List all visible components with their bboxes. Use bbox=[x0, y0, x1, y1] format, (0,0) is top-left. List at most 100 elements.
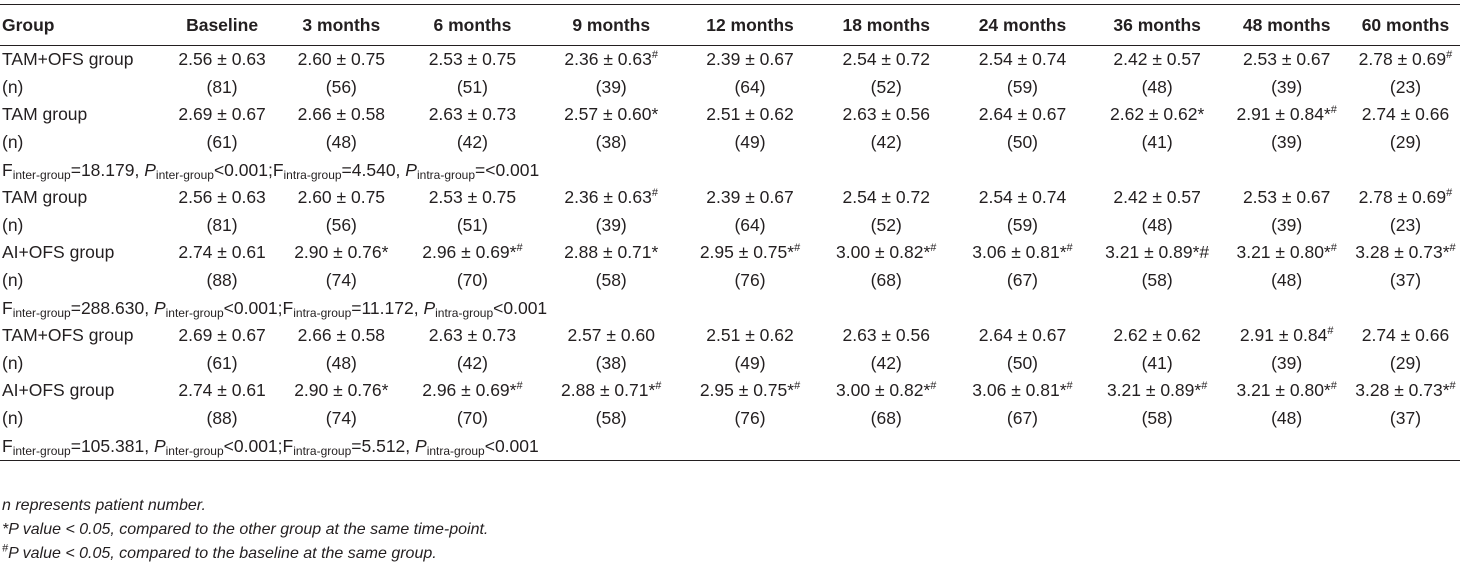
mean-value: 2.74 ± 0.61 bbox=[178, 242, 266, 263]
mean-value: 2.42 ± 0.57 bbox=[1113, 49, 1201, 70]
n-cell: (39) bbox=[1271, 76, 1303, 97]
header-row: Group Baseline 3 months 6 months 9 month… bbox=[0, 4, 1460, 46]
mean-value: 2.91 ± 0.84* bbox=[1236, 104, 1331, 125]
f-inter-value: =288.630, bbox=[70, 297, 154, 318]
mean-cell: 2.51 ± 0.62 bbox=[681, 322, 820, 350]
significance-mark: # bbox=[516, 380, 523, 393]
n-cell: (58) bbox=[595, 408, 627, 429]
n-cell: (64) bbox=[734, 214, 766, 235]
n-label: (n) bbox=[2, 270, 24, 291]
n-cell: (39) bbox=[595, 214, 627, 235]
footnote-n: n represents patient number. bbox=[2, 497, 206, 514]
mean-cell: 2.64 ± 0.67 bbox=[953, 101, 1092, 129]
stats-row: Finter-group=288.630, Pinter-group<0.001… bbox=[0, 294, 1460, 322]
n-cell: (61) bbox=[206, 352, 238, 373]
n-cell: (70) bbox=[456, 270, 488, 291]
n-cell: (48) bbox=[1141, 214, 1173, 235]
significance-mark: # bbox=[1446, 187, 1453, 200]
mean-value: 2.63 ± 0.73 bbox=[428, 325, 517, 346]
f-inter-symbol: F bbox=[2, 435, 13, 456]
mean-cell: 2.95 ± 0.75*# bbox=[681, 377, 820, 405]
mean-value: 2.95 ± 0.75* bbox=[699, 380, 795, 401]
footnote-hash: #P value < 0.05, compared to the baselin… bbox=[2, 542, 488, 566]
mean-cell: 2.54 ± 0.72 bbox=[819, 184, 953, 212]
mean-value: 2.60 ± 0.75 bbox=[297, 187, 386, 208]
mean-cell: 2.74 ± 0.66 bbox=[1351, 101, 1460, 129]
n-cell: (48) bbox=[325, 352, 357, 373]
n-cell: (52) bbox=[870, 214, 902, 235]
mean-cell: 2.90 ± 0.76* bbox=[280, 377, 403, 405]
mean-value: 3.21 ± 0.80* bbox=[1236, 380, 1331, 401]
f-intra-subscript: intra-group bbox=[293, 305, 352, 320]
mean-value: 2.63 ± 0.56 bbox=[842, 104, 930, 125]
f-inter-subscript: inter-group bbox=[12, 305, 71, 320]
mean-value: 2.69 ± 0.67 bbox=[178, 104, 266, 125]
mean-value: 2.42 ± 0.57 bbox=[1113, 187, 1201, 208]
mean-cell: 2.56 ± 0.63 bbox=[165, 184, 280, 212]
n-cell: (59) bbox=[1006, 214, 1039, 235]
mean-value: 2.53 ± 0.75 bbox=[428, 187, 517, 208]
footnote-hash-text: P value < 0.05, compared to the baseline… bbox=[8, 545, 437, 562]
p-inter-value: <0.001; bbox=[223, 435, 283, 456]
n-cell: (50) bbox=[1006, 352, 1039, 373]
mean-cell: 2.36 ± 0.63# bbox=[542, 184, 681, 212]
significance-mark: # bbox=[516, 242, 523, 255]
n-label: (n) bbox=[2, 352, 24, 373]
p-inter-subscript: inter-group bbox=[165, 443, 224, 458]
f-inter-value: =105.381, bbox=[70, 435, 154, 456]
p-intra-symbol: P bbox=[405, 159, 417, 180]
mean-value: 2.51 ± 0.62 bbox=[706, 325, 794, 346]
column-header: 3 months bbox=[279, 4, 404, 46]
results-table: Group Baseline 3 months 6 months 9 month… bbox=[0, 4, 1460, 461]
significance-mark: # bbox=[1330, 380, 1337, 393]
f-inter-symbol: F bbox=[2, 159, 13, 180]
mean-cell: 2.78 ± 0.69# bbox=[1351, 184, 1460, 212]
n-cell: (74) bbox=[325, 270, 357, 291]
mean-value: 2.64 ± 0.67 bbox=[978, 325, 1067, 346]
mean-cell: 2.53 ± 0.67 bbox=[1222, 46, 1351, 74]
group-name: TAM group bbox=[2, 104, 88, 125]
mean-cell: 3.28 ± 0.73*# bbox=[1351, 377, 1460, 405]
f-intra-value: =11.172, bbox=[351, 297, 424, 318]
n-cell: (48) bbox=[1271, 270, 1303, 291]
p-inter-value: <0.001; bbox=[213, 159, 273, 180]
n-cell: (88) bbox=[206, 270, 238, 291]
mean-value: 2.78 ± 0.69 bbox=[1358, 187, 1447, 208]
significance-mark: # bbox=[1449, 380, 1456, 393]
n-cell: (76) bbox=[734, 408, 766, 429]
mean-value: 2.62 ± 0.62* bbox=[1110, 104, 1205, 125]
stats-cell: Finter-group=288.630, Pinter-group<0.001… bbox=[0, 294, 1460, 322]
p-inter-symbol: P bbox=[153, 435, 166, 456]
n-cell: (52) bbox=[870, 76, 902, 97]
n-cell: (39) bbox=[1271, 352, 1303, 373]
mean-cell: 2.66 ± 0.58 bbox=[280, 101, 403, 129]
mean-cell: 2.60 ± 0.75 bbox=[280, 46, 403, 74]
n-cell: (39) bbox=[1271, 132, 1303, 153]
table-row: AI+OFS group 2.74 ± 0.61 2.90 ± 0.76* 2.96 … bbox=[0, 239, 1460, 267]
column-header: 24 months bbox=[953, 4, 1092, 46]
n-cell: (51) bbox=[456, 214, 488, 235]
n-cell: (58) bbox=[595, 270, 627, 291]
n-cell: (42) bbox=[870, 352, 902, 373]
table-row: TAM+OFS group 2.56 ± 0.63 2.60 ± 0.75 2.53 … bbox=[0, 46, 1460, 74]
n-cell: (42) bbox=[870, 132, 902, 153]
n-cell: (49) bbox=[734, 132, 766, 153]
f-inter-subscript: inter-group bbox=[12, 167, 71, 182]
mean-cell: 2.96 ± 0.69*# bbox=[403, 239, 542, 267]
mean-value: 2.96 ± 0.69* bbox=[422, 242, 517, 263]
mean-value: 2.36 ± 0.63 bbox=[564, 187, 652, 208]
mean-value: 2.51 ± 0.62 bbox=[706, 104, 794, 125]
mean-cell: 2.69 ± 0.67 bbox=[165, 322, 280, 350]
n-cell: (76) bbox=[734, 270, 766, 291]
n-cell: (23) bbox=[1389, 76, 1422, 97]
group-name: TAM group bbox=[2, 187, 88, 208]
mean-cell: 2.62 ± 0.62* bbox=[1092, 101, 1223, 129]
significance-mark: # bbox=[1066, 380, 1073, 393]
n-cell: (48) bbox=[1141, 76, 1173, 97]
significance-mark: # bbox=[1327, 325, 1334, 338]
stats-cell: Finter-group=105.381, Pinter-group<0.001… bbox=[0, 432, 1460, 461]
n-label: (n) bbox=[2, 76, 24, 97]
f-intra-symbol: F bbox=[282, 435, 294, 456]
n-cell: (41) bbox=[1141, 132, 1173, 153]
mean-cell: 3.21 ± 0.89*# bbox=[1092, 239, 1223, 267]
